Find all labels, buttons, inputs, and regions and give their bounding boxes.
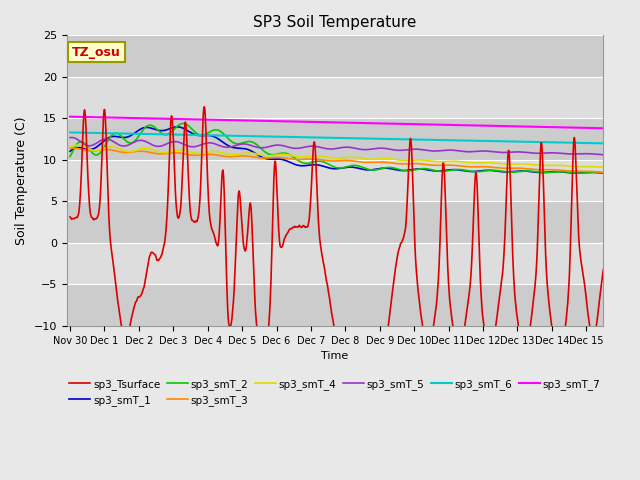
Title: SP3 Soil Temperature: SP3 Soil Temperature [253, 15, 417, 30]
sp3_smT_5 [268, 143, 275, 149]
sp3_smT_4 [190, 150, 198, 156]
sp3_Tsurface [67, 214, 74, 220]
sp3_smT_1 [190, 132, 198, 137]
sp3_smT_6 [595, 140, 603, 146]
sp3_smT_6 [600, 141, 607, 146]
Line: sp3_smT_6: sp3_smT_6 [70, 132, 604, 144]
Line: sp3_smT_2: sp3_smT_2 [70, 123, 604, 173]
sp3_smT_4 [600, 165, 607, 170]
sp3_smT_7 [193, 117, 200, 122]
sp3_smT_5 [196, 143, 204, 148]
Text: TZ_osu: TZ_osu [72, 46, 121, 59]
sp3_smT_3 [595, 169, 603, 175]
sp3_smT_3 [67, 145, 74, 151]
sp3_Tsurface [305, 216, 313, 222]
sp3_smT_6 [190, 132, 198, 138]
Bar [67, 201, 604, 243]
Line: sp3_smT_1: sp3_smT_1 [70, 127, 604, 173]
sp3_smT_1 [196, 132, 204, 138]
sp3_Tsurface [193, 219, 200, 225]
sp3_smT_3 [68, 145, 76, 151]
Bar [67, 160, 604, 201]
sp3_smT_5 [305, 144, 313, 149]
sp3_smT_4 [305, 154, 313, 159]
sp3_smT_6 [305, 134, 313, 140]
Bar [67, 36, 604, 77]
sp3_smT_4 [595, 164, 603, 170]
Bar [67, 243, 604, 284]
Line: sp3_smT_5: sp3_smT_5 [70, 137, 604, 155]
sp3_smT_6 [193, 132, 200, 138]
Line: sp3_smT_7: sp3_smT_7 [70, 117, 604, 128]
sp3_smT_2 [305, 160, 313, 166]
sp3_smT_1 [600, 170, 607, 176]
sp3_smT_2 [193, 131, 201, 136]
sp3_smT_3 [193, 152, 201, 158]
Bar [67, 284, 604, 326]
sp3_smT_4 [196, 151, 204, 156]
sp3_smT_1 [67, 148, 74, 154]
Line: sp3_Tsurface: sp3_Tsurface [70, 107, 604, 374]
sp3_smT_6 [268, 133, 275, 139]
X-axis label: Time: Time [321, 351, 349, 361]
sp3_smT_1 [305, 162, 313, 168]
sp3_smT_3 [190, 152, 198, 158]
sp3_smT_2 [190, 128, 198, 134]
sp3_smT_2 [196, 132, 204, 138]
sp3_smT_7 [305, 119, 313, 125]
sp3_smT_4 [67, 144, 74, 150]
Bar [67, 77, 604, 119]
sp3_smT_2 [576, 170, 584, 176]
sp3_smT_4 [268, 153, 275, 158]
sp3_smT_5 [190, 144, 198, 150]
sp3_smT_1 [595, 170, 603, 176]
sp3_smT_5 [600, 152, 607, 157]
Line: sp3_smT_3: sp3_smT_3 [70, 148, 604, 172]
sp3_smT_5 [68, 134, 76, 140]
sp3_smT_1 [193, 132, 201, 138]
sp3_smT_4 [193, 151, 201, 156]
sp3_Tsurface [196, 202, 204, 208]
sp3_smT_3 [305, 156, 313, 162]
sp3_smT_3 [196, 152, 204, 158]
sp3_Tsurface [268, 272, 275, 277]
sp3_smT_3 [600, 169, 607, 175]
sp3_Tsurface [600, 267, 607, 273]
Bar [67, 119, 604, 160]
sp3_smT_3 [268, 155, 275, 161]
sp3_Tsurface [358, 371, 366, 377]
Legend: sp3_Tsurface, sp3_smT_1, sp3_smT_2, sp3_smT_3, sp3_smT_4, sp3_smT_5, sp3_smT_6, : sp3_Tsurface, sp3_smT_1, sp3_smT_2, sp3_… [65, 374, 605, 410]
sp3_smT_5 [595, 152, 603, 157]
sp3_smT_7 [268, 118, 275, 124]
Y-axis label: Soil Temperature (C): Soil Temperature (C) [15, 116, 28, 245]
sp3_smT_5 [193, 144, 201, 149]
sp3_smT_6 [67, 130, 74, 135]
sp3_smT_2 [179, 120, 187, 126]
sp3_smT_7 [600, 125, 607, 131]
sp3_smT_7 [67, 114, 74, 120]
sp3_smT_1 [268, 156, 275, 162]
sp3_smT_6 [196, 132, 204, 138]
sp3_Tsurface [200, 104, 208, 109]
sp3_smT_7 [196, 117, 204, 122]
sp3_smT_2 [67, 154, 74, 159]
sp3_smT_2 [268, 152, 275, 157]
sp3_smT_2 [595, 169, 603, 175]
sp3_smT_2 [600, 170, 607, 176]
sp3_Tsurface [190, 219, 198, 225]
sp3_smT_7 [190, 117, 198, 122]
sp3_Tsurface [595, 300, 603, 306]
sp3_smT_1 [173, 124, 181, 130]
sp3_smT_7 [595, 125, 603, 131]
sp3_smT_5 [67, 135, 74, 141]
Line: sp3_smT_4: sp3_smT_4 [70, 145, 604, 168]
sp3_smT_4 [73, 143, 81, 148]
